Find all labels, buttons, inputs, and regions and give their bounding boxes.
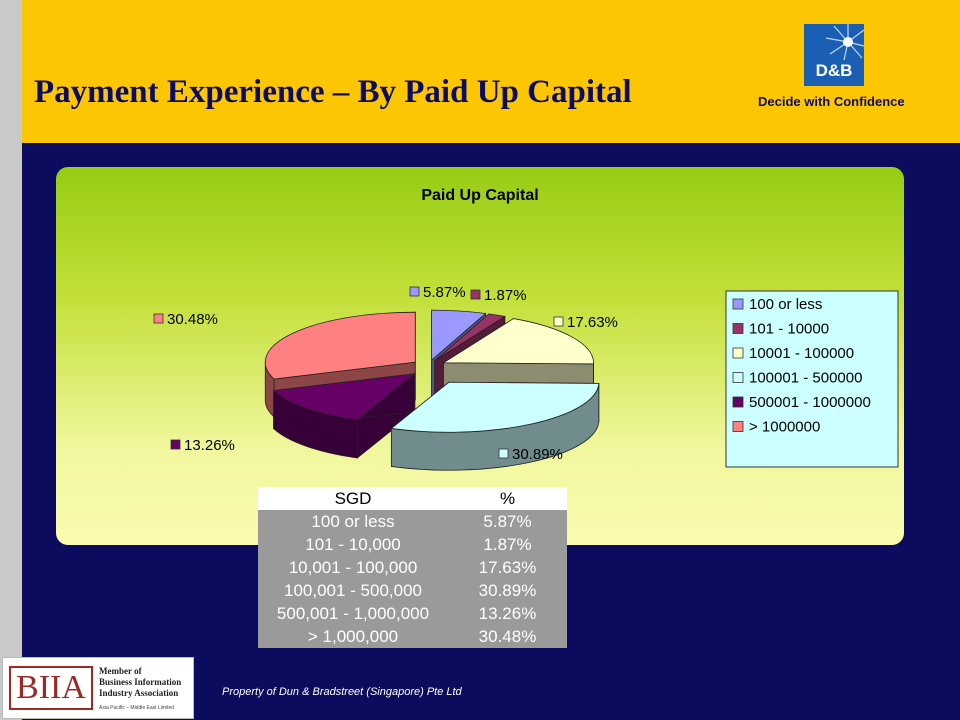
table-row: 500,001 - 1,000,000 13.26% <box>258 602 567 625</box>
legend-swatch <box>732 372 744 383</box>
biia-logo-mark: BIIA <box>9 666 93 710</box>
data-label-marker <box>553 316 564 327</box>
footer-text: Property of Dun & Bradstreet (Singapore)… <box>222 686 462 698</box>
legend-box <box>725 290 899 468</box>
table-row: > 1,000,000 30.48% <box>258 625 567 648</box>
table-cell: 10,001 - 100,000 <box>258 556 448 579</box>
logo-starburst-icon: D&B <box>816 24 864 80</box>
biia-region: Asia Pacific – Middle East Limited <box>99 705 175 711</box>
pie-slice <box>442 318 594 365</box>
legend-label: 10001 - 100000 <box>749 345 854 362</box>
biia-badge: BIIA Member of Business Information Indu… <box>2 657 194 719</box>
pie-slice <box>272 373 417 421</box>
legend-label: 100 or less <box>749 296 822 313</box>
chart-area: Paid Up Capital 5.87% 1.87% 17.63% 30.89% 13.… <box>56 167 904 545</box>
data-label: 30.48% <box>167 311 218 328</box>
table-cell: 30.48% <box>448 625 567 648</box>
table-row: 10,001 - 100,000 17.63% <box>258 556 567 579</box>
chart-title: Paid Up Capital <box>421 187 538 204</box>
table-cell: 1.87% <box>448 533 567 556</box>
pie-slice <box>431 309 487 361</box>
table-header-cell: SGD <box>258 487 448 510</box>
biia-line-3: Industry Association <box>99 688 179 698</box>
legend-label: 500001 - 1000000 <box>749 394 871 411</box>
table-header-cell: % <box>448 487 567 510</box>
legend-label: > 1000000 <box>749 419 820 436</box>
table-cell: 500,001 - 1,000,000 <box>258 602 448 625</box>
legend-swatch <box>732 298 744 310</box>
table-cell: 100,001 - 500,000 <box>258 579 448 602</box>
legend-swatch <box>732 347 744 359</box>
tagline: Decide with Confidence <box>758 94 905 109</box>
pie-chart: Paid Up Capital 5.87% 1.87% 17.63% 30.89% 13.… <box>153 187 899 471</box>
data-label: 13.26% <box>184 437 235 454</box>
table-cell: > 1,000,000 <box>258 625 448 648</box>
table-cell: 5.87% <box>448 510 567 533</box>
table-cell: 13.26% <box>448 602 567 625</box>
header-band <box>22 0 960 143</box>
pie-slice <box>264 311 416 380</box>
table-header-row: SGD% <box>258 487 567 510</box>
table-row: 100,001 - 500,000 30.89% <box>258 579 567 602</box>
data-label: 17.63% <box>567 314 618 331</box>
biia-membership-text: Member of Business Information Industry … <box>99 666 191 699</box>
capital-table: SGD% 100 or less 5.87% 101 - 10,000 1.87% 10,… <box>258 487 567 648</box>
data-label-marker <box>153 313 164 324</box>
legend-swatch <box>732 396 744 408</box>
legend-swatch <box>732 323 744 334</box>
table-cell: 17.63% <box>448 556 567 579</box>
data-label: 5.87% <box>423 284 466 301</box>
biia-line-1: Member of <box>99 666 142 676</box>
table-row: 101 - 10,000 1.87% <box>258 533 567 556</box>
table-cell: 100 or less <box>258 510 448 533</box>
left-bar <box>0 0 22 720</box>
dnb-logo: D&B <box>804 24 864 86</box>
legend-label: 101 - 10000 <box>749 321 829 338</box>
pie-slice <box>390 381 600 433</box>
data-label-marker <box>170 439 181 450</box>
logo-text: D&B <box>816 61 853 80</box>
data-label-marker <box>409 286 420 297</box>
data-label-marker <box>498 448 509 459</box>
table-cell: 101 - 10,000 <box>258 533 448 556</box>
data-label: 30.89% <box>512 446 563 463</box>
pie-slice <box>434 313 507 361</box>
data-label: 1.87% <box>484 287 527 304</box>
table-cell: 30.89% <box>448 579 567 602</box>
data-label-marker <box>470 289 481 300</box>
table-row: 100 or less 5.87% <box>258 510 567 533</box>
legend-label: 100001 - 500000 <box>749 370 862 387</box>
biia-line-2: Business Information <box>99 677 182 687</box>
slide-title: Payment Experience – By Paid Up Capital <box>34 74 632 110</box>
legend-swatch <box>732 421 744 432</box>
